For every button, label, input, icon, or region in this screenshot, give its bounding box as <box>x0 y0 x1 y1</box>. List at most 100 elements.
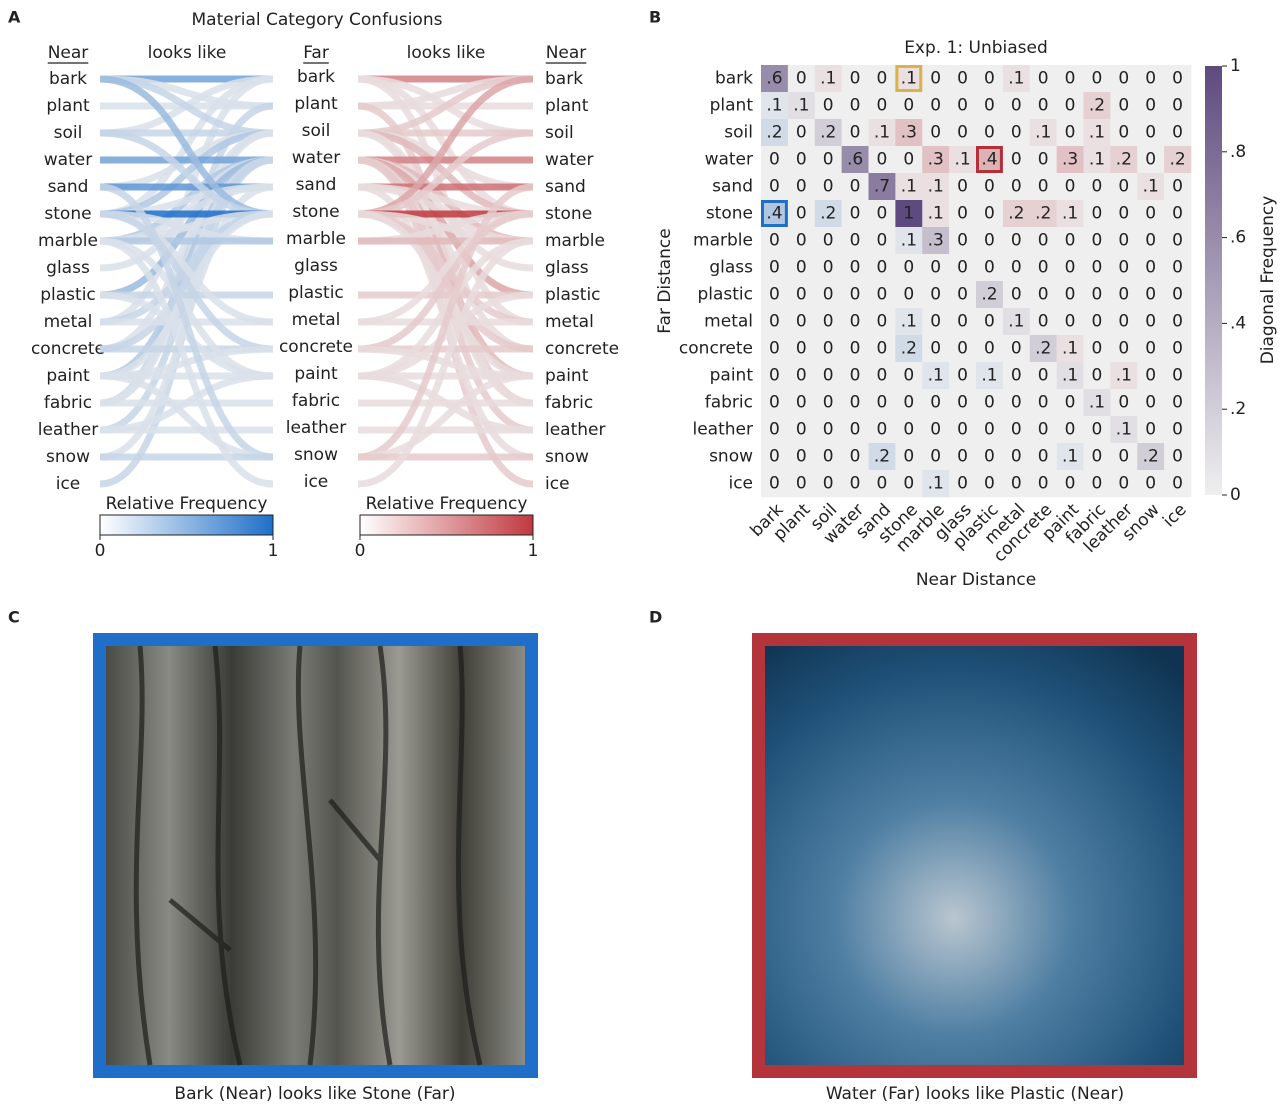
cell-label: .2 <box>1116 150 1132 170</box>
cell-label: .1 <box>1062 447 1078 467</box>
cell-label: .3 <box>1062 150 1078 170</box>
cell-label: 0 <box>850 393 861 413</box>
cell-label: 0 <box>1011 474 1022 494</box>
cell-label: 0 <box>877 285 888 305</box>
cell-label: 0 <box>823 177 834 197</box>
cell-label: 0 <box>796 204 807 224</box>
near-label: paint <box>46 366 90 386</box>
cell-label: .2 <box>820 204 836 224</box>
x-axis-label: Near Distance <box>916 570 1036 590</box>
cell-label: 0 <box>1065 69 1076 89</box>
cell-label: 0 <box>1011 447 1022 467</box>
cell-label: 0 <box>957 339 968 359</box>
y-tick-label: glass <box>709 258 753 278</box>
far-label: sand <box>296 175 337 195</box>
near-label: snow <box>46 447 90 467</box>
cell-label: 0 <box>769 177 780 197</box>
cell-label: 0 <box>1172 312 1183 332</box>
cell-label: 0 <box>984 123 995 143</box>
cell-label: 0 <box>1172 258 1183 278</box>
panel-letter: A <box>8 8 21 27</box>
cell-label: .1 <box>1089 123 1105 143</box>
cell-label: 0 <box>930 393 941 413</box>
cell-label: 0 <box>823 258 834 278</box>
cell-label: 0 <box>903 447 914 467</box>
cell-label: 0 <box>903 474 914 494</box>
y-tick-label: marble <box>693 231 753 251</box>
cell-label: 0 <box>769 474 780 494</box>
near-label: water <box>545 150 593 170</box>
cell-label: .1 <box>981 366 997 386</box>
y-tick-label: metal <box>704 312 753 332</box>
near-label: ice <box>56 474 81 494</box>
cell-label: 0 <box>1092 339 1103 359</box>
cell-label: 0 <box>1118 204 1129 224</box>
cell-label: 0 <box>957 447 968 467</box>
cell-label: 0 <box>984 393 995 413</box>
cell-label: 0 <box>1145 474 1156 494</box>
cell-label: 0 <box>903 420 914 440</box>
tick-label: 1 <box>268 541 279 561</box>
cell-label: 1 <box>903 204 914 224</box>
cell-label: 0 <box>984 258 995 278</box>
tick-label: .4 <box>1230 313 1246 333</box>
cell-label: 0 <box>1172 123 1183 143</box>
cell-label: .4 <box>981 150 997 170</box>
near-label: paint <box>545 366 589 386</box>
cell-label: .1 <box>820 69 836 89</box>
near-label: sand <box>545 177 586 197</box>
cell-label: 0 <box>903 366 914 386</box>
cell-label: 0 <box>1038 285 1049 305</box>
cell-label: 0 <box>1011 96 1022 116</box>
near-label: bark <box>49 69 87 89</box>
near-label: metal <box>44 312 93 332</box>
cell-label: .1 <box>928 204 944 224</box>
near-label: stone <box>545 204 592 224</box>
far-label: snow <box>294 445 338 465</box>
colorbar <box>1205 66 1222 495</box>
cell-label: 0 <box>1011 150 1022 170</box>
cell-label: .4 <box>766 204 782 224</box>
cell-label: .1 <box>1089 393 1105 413</box>
far-label: glass <box>294 256 338 276</box>
cell-label: 0 <box>903 96 914 116</box>
cell-label: 0 <box>1038 393 1049 413</box>
cell-label: 0 <box>1145 366 1156 386</box>
cell-label: 0 <box>769 312 780 332</box>
cell-label: 0 <box>1118 96 1129 116</box>
cell-label: 0 <box>984 339 995 359</box>
far-label: stone <box>292 202 339 222</box>
cell-label: 0 <box>1172 447 1183 467</box>
near-label: plant <box>46 96 90 116</box>
cell-label: 0 <box>769 393 780 413</box>
cell-label: 0 <box>930 69 941 89</box>
far-label: water <box>292 148 340 168</box>
cell-label: 0 <box>930 123 941 143</box>
cell-label: 0 <box>1118 258 1129 278</box>
cell-label: 0 <box>1092 312 1103 332</box>
cell-label: .1 <box>1008 69 1024 89</box>
cell-label: .1 <box>901 177 917 197</box>
y-tick-label: stone <box>706 204 753 224</box>
cell-label: 0 <box>850 312 861 332</box>
cell-label: .2 <box>1035 204 1051 224</box>
tick-label: 1 <box>528 541 539 561</box>
column-header: Far <box>303 43 329 63</box>
tick-label: .6 <box>1230 228 1246 248</box>
cell-label: .1 <box>901 69 917 89</box>
cell-label: 0 <box>1011 339 1022 359</box>
cell-label: 0 <box>769 150 780 170</box>
cell-label: 0 <box>1118 285 1129 305</box>
cell-label: 0 <box>1065 474 1076 494</box>
cell-label: 0 <box>1011 393 1022 413</box>
y-tick-label: plastic <box>697 285 753 305</box>
cell-label: 0 <box>796 447 807 467</box>
cell-label: 0 <box>1011 258 1022 278</box>
cell-label: 0 <box>930 96 941 116</box>
cell-label: 0 <box>877 420 888 440</box>
cell-label: 0 <box>850 231 861 251</box>
cell-label: 0 <box>1118 231 1129 251</box>
near-label: metal <box>545 312 594 332</box>
cell-label: 0 <box>823 285 834 305</box>
cell-label: .7 <box>874 177 890 197</box>
